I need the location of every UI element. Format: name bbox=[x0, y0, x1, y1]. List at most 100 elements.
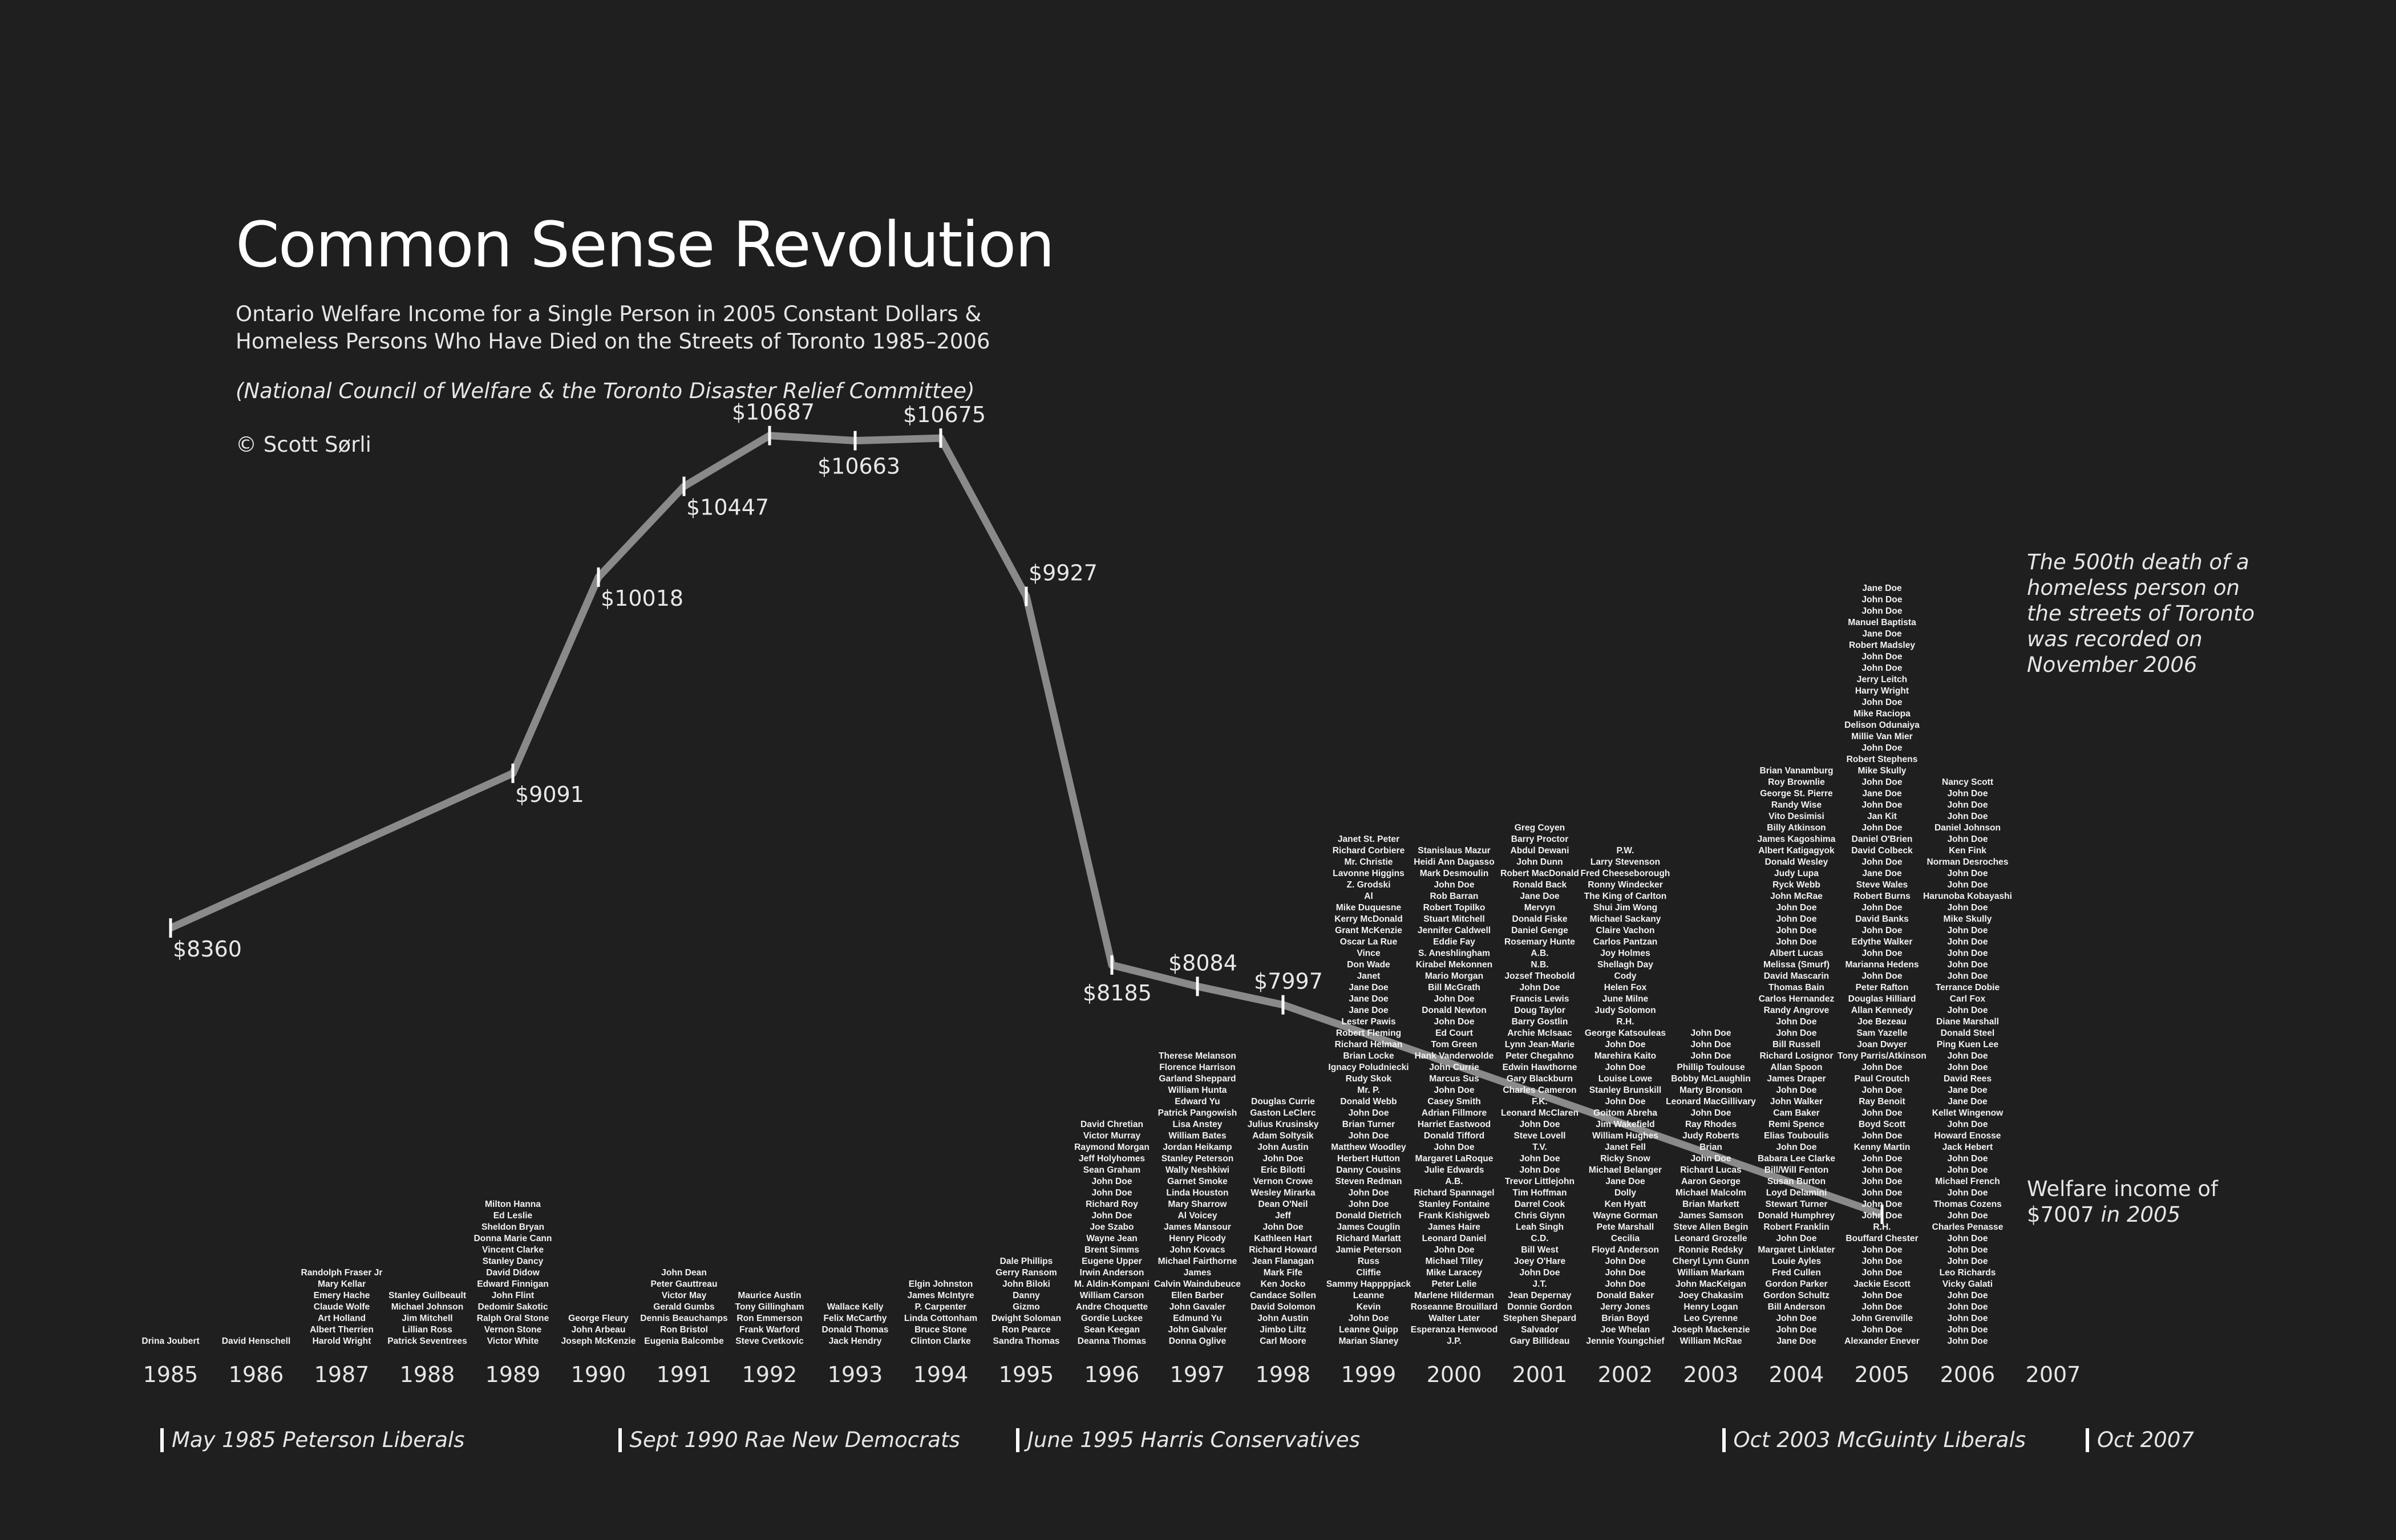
name-entry: William McRae bbox=[1679, 1336, 1742, 1346]
name-entry: James Kagoshima bbox=[1757, 834, 1836, 844]
name-entry: Janet St. Peter bbox=[1337, 834, 1400, 844]
name-entry: Joey Chakasim bbox=[1678, 1291, 1743, 1300]
name-entry: Ping Kuen Lee bbox=[1936, 1040, 1999, 1049]
name-entry: Harold Wright bbox=[312, 1336, 371, 1346]
name-entry: Ricky Snow bbox=[1600, 1154, 1650, 1164]
data-label-1996: $8185 bbox=[1083, 980, 1152, 1006]
names-2002: P.W. Larry Stevenson Fred Cheeseborough Ron… bbox=[1579, 845, 1672, 1347]
names-1994: Elgin Johnston James McIntyre P. Carpenter… bbox=[894, 1279, 987, 1347]
name-entry: Trevor Littlejohn bbox=[1504, 1177, 1575, 1186]
name-entry: Danny Cousins bbox=[1336, 1165, 1401, 1175]
name-entry: John Arbeau bbox=[571, 1325, 626, 1335]
data-label-1990: $10018 bbox=[601, 586, 683, 611]
name-entry: Jim Wakefield bbox=[1596, 1120, 1655, 1129]
name-entry: Leonard McClaren bbox=[1500, 1108, 1579, 1118]
name-entry: Barry Proctor bbox=[1511, 834, 1569, 844]
name-entry: John Doe bbox=[1861, 1165, 1903, 1175]
name-entry: John Doe bbox=[1776, 1325, 1817, 1335]
name-entry: Helen Fox bbox=[1604, 983, 1647, 992]
name-entry: Ken Hyatt bbox=[1604, 1199, 1646, 1209]
name-entry: John Doe bbox=[1861, 652, 1903, 662]
name-entry: John Doe bbox=[1348, 1199, 1389, 1209]
name-entry: Robert MacDonald bbox=[1500, 869, 1579, 878]
name-entry: Gizmo bbox=[1013, 1302, 1040, 1312]
name-entry: Jane Doe bbox=[1520, 891, 1560, 901]
name-entry: John Walker bbox=[1770, 1097, 1823, 1107]
name-entry: Robert Topilko bbox=[1423, 903, 1486, 913]
name-entry: Gary Billideau bbox=[1509, 1336, 1570, 1346]
name-entry: Michael French bbox=[1935, 1177, 2000, 1186]
name-entry: Lavonne Higgins bbox=[1333, 869, 1405, 878]
name-entry: Larry Stevenson bbox=[1590, 857, 1661, 867]
name-entry: Edward Yu bbox=[1175, 1097, 1220, 1107]
name-entry: Wallace Kelly bbox=[827, 1302, 884, 1312]
name-entry: Donald Fiske bbox=[1512, 914, 1568, 924]
name-entry: Gary Blackburn bbox=[1506, 1074, 1573, 1084]
name-entry: Dean O'Neil bbox=[1258, 1199, 1308, 1209]
name-entry: Frank Warford bbox=[739, 1325, 800, 1335]
name-entry: Leonard MacGillivary bbox=[1666, 1097, 1756, 1107]
name-entry: Gordon Parker bbox=[1765, 1279, 1828, 1289]
name-entry: John Doe bbox=[1861, 606, 1903, 616]
name-entry: Brian Turner bbox=[1342, 1120, 1395, 1129]
name-entry: John Doe bbox=[1861, 1268, 1903, 1278]
name-entry: Robert Fleming bbox=[1335, 1028, 1402, 1038]
names-1985: Drina Joubert bbox=[124, 1336, 217, 1347]
name-entry: Lester Pawis bbox=[1341, 1017, 1396, 1027]
name-entry: Margaret Linklater bbox=[1758, 1245, 1835, 1255]
name-entry: Russ bbox=[1357, 1257, 1380, 1266]
name-entry: John Gavaler bbox=[1169, 1302, 1226, 1312]
names-2005: Jane Doe John Doe John Doe Manuel Baptista J… bbox=[1835, 583, 1929, 1347]
annotation-500th-death: The 500th death of a homeless person on … bbox=[2027, 550, 2255, 677]
name-entry: Mark Fife bbox=[1263, 1268, 1303, 1278]
name-entry: Calvin Waindubeuce bbox=[1154, 1279, 1241, 1289]
name-entry: Albert Lucas bbox=[1769, 949, 1824, 958]
name-entry: Bill McGrath bbox=[1428, 983, 1480, 992]
name-entry: Lillian Ross bbox=[402, 1325, 452, 1335]
name-entry: John Currie bbox=[1429, 1063, 1479, 1072]
name-entry: Brent Simms bbox=[1084, 1245, 1140, 1255]
name-entry: Shellagh Day bbox=[1597, 960, 1653, 970]
name-entry: John Doe bbox=[1861, 1257, 1903, 1266]
name-entry: Carl Moore bbox=[1260, 1336, 1306, 1346]
name-entry: Jennifer Caldwell bbox=[1417, 926, 1491, 935]
name-entry: Ken Jocko bbox=[1260, 1279, 1306, 1289]
name-entry: Joey O'Hare bbox=[1513, 1257, 1566, 1266]
name-entry: John Doe bbox=[1690, 1040, 1731, 1049]
name-entry: George Katsouleas bbox=[1584, 1028, 1666, 1038]
name-entry: Cheryl Lynn Gunn bbox=[1672, 1257, 1750, 1266]
names-1991: John Dean Peter Gauttreau Victor May Gerald… bbox=[637, 1267, 731, 1347]
name-entry: T.V. bbox=[1532, 1142, 1547, 1152]
name-entry: Brian Markett bbox=[1682, 1199, 1739, 1209]
year-tick-1992: 1992 bbox=[742, 1362, 798, 1387]
name-entry: Charles Cameron bbox=[1503, 1085, 1577, 1095]
name-entry: Vincent Clarke bbox=[481, 1245, 544, 1255]
name-entry: Cody bbox=[1614, 971, 1637, 981]
name-entry: James Samson bbox=[1678, 1211, 1743, 1221]
year-tick-1991: 1991 bbox=[656, 1362, 712, 1387]
name-entry: R.H. bbox=[1616, 1017, 1634, 1027]
name-entry: John Kovacs bbox=[1169, 1245, 1225, 1255]
name-entry: S. Aneshlingham bbox=[1418, 949, 1490, 958]
name-entry: June Milne bbox=[1602, 994, 1649, 1004]
name-entry: Jane Doe bbox=[1862, 583, 1902, 593]
name-entry: Ronnie Redsky bbox=[1678, 1245, 1743, 1255]
name-entry: John Doe bbox=[1434, 1017, 1475, 1027]
name-entry: Linda Houston bbox=[1166, 1188, 1229, 1198]
name-entry: Donald Steel bbox=[1940, 1028, 1995, 1038]
name-entry: Jordan Heikamp bbox=[1163, 1142, 1232, 1152]
names-2001: Greg Coyen Barry Proctor Abdul Dewani John … bbox=[1493, 822, 1586, 1347]
name-entry: David Rees bbox=[1943, 1074, 1992, 1084]
name-entry: Peter Chegahno bbox=[1505, 1051, 1574, 1061]
name-entry: John Doe bbox=[1776, 1028, 1817, 1038]
name-entry: Sandra Thomas bbox=[993, 1336, 1060, 1346]
name-entry: John Doe bbox=[1861, 857, 1903, 867]
name-entry: Darrel Cook bbox=[1514, 1199, 1565, 1209]
data-label-1993: $10663 bbox=[817, 454, 900, 479]
name-entry: Millie Van Mier bbox=[1851, 732, 1913, 741]
name-entry: Frank Kishigweb bbox=[1418, 1211, 1490, 1221]
name-entry: John Doe bbox=[1262, 1154, 1304, 1164]
name-entry: John Doe bbox=[1519, 983, 1560, 992]
name-entry: Jane Doe bbox=[1948, 1097, 1988, 1107]
data-label-1985: $8360 bbox=[173, 937, 242, 962]
